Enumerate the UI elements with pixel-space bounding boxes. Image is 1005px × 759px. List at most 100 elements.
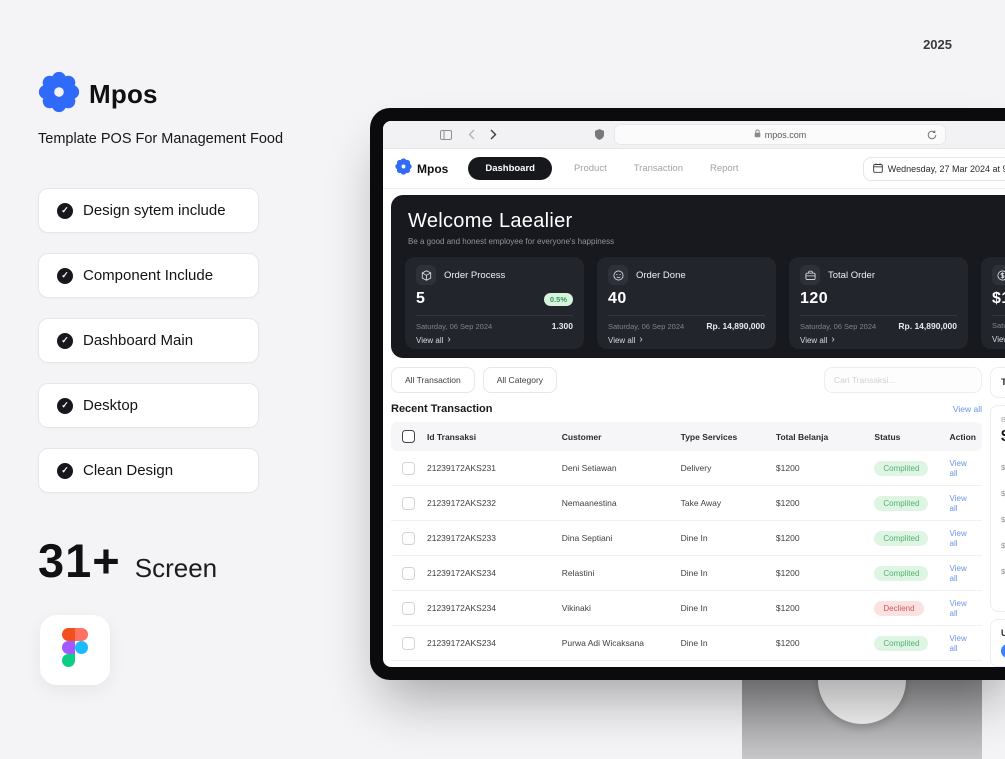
- check-icon: ✓: [57, 267, 73, 284]
- cell-type: Delivery: [674, 451, 770, 486]
- cell-id: 21239172AKS234: [421, 625, 556, 661]
- status-badge: Complited: [874, 495, 929, 511]
- monitor-mockup: mpos.com Mpos Dashboard Product Transact…: [370, 108, 1005, 680]
- row-view-all-link[interactable]: View all: [949, 634, 967, 653]
- stat-date: Saturday, 06 Sep 2024: [608, 321, 685, 331]
- year-label: 2025: [923, 37, 952, 52]
- section-title: Recent Transaction: [391, 403, 493, 415]
- cell-id: 21239172AKS231: [421, 451, 556, 486]
- cell-type: Dine In: [674, 520, 770, 556]
- welcome-title: Welcome Laealier: [408, 210, 573, 232]
- feature-label: Component Include: [83, 267, 214, 284]
- cell-type: Take Away: [674, 485, 770, 521]
- nav-tab-dashboard[interactable]: Dashboard: [468, 157, 552, 180]
- transactions-column: All Transaction All Category Recent Tran…: [391, 367, 982, 667]
- row-checkbox[interactable]: [402, 636, 415, 650]
- stat-view-all-link[interactable]: View all›: [800, 334, 835, 345]
- dashboard-brand-name: Mpos: [417, 161, 449, 176]
- feature-list: ✓ Design sytem include ✓ Component Inclu…: [38, 188, 259, 513]
- col-customer: Customer: [555, 422, 675, 451]
- figma-badge: [40, 615, 110, 685]
- table-row: 21239172AKS233 Dina Septiani Dine In $12…: [391, 520, 982, 556]
- browser-window: mpos.com Mpos Dashboard Product Transact…: [383, 121, 1005, 667]
- side-panel-users-card: Us: [990, 619, 1005, 667]
- cell-total: $1200: [769, 485, 869, 521]
- check-icon: ✓: [57, 332, 73, 349]
- reload-icon[interactable]: [927, 125, 937, 144]
- welcome-banner: Welcome Laealier Be a good and honest em…: [391, 195, 1005, 358]
- table-row: 21239172AKS232 Nemaanestina Take Away $1…: [391, 485, 982, 521]
- row-checkbox[interactable]: [402, 601, 415, 615]
- feature-desktop: ✓ Desktop: [38, 383, 259, 428]
- cell-customer: Dina Septiani: [555, 520, 675, 556]
- nav-tab-transaction[interactable]: Transaction: [633, 163, 683, 174]
- users-title: Us: [1001, 628, 1005, 638]
- balance-value: $: [1001, 428, 1005, 446]
- row-checkbox[interactable]: [402, 461, 415, 475]
- nav-tab-report[interactable]: Report: [710, 163, 739, 174]
- col-total: Total Belanja: [769, 422, 869, 451]
- balance-label: Ba: [1001, 415, 1005, 424]
- screens-label: Screen: [134, 553, 218, 583]
- feature-clean-design: ✓ Clean Design: [38, 448, 259, 493]
- row-view-all-link[interactable]: View all: [949, 564, 967, 583]
- search-input[interactable]: [824, 367, 982, 393]
- main-row: All Transaction All Category Recent Tran…: [391, 367, 1005, 667]
- date-widget[interactable]: Wednesday, 27 Mar 2024 at 9:: [862, 156, 1005, 181]
- side-panel: To Ba $ $2 $1 $1 $1 $1 Us: [990, 367, 1005, 667]
- check-icon: ✓: [57, 462, 73, 479]
- cell-customer: Vikinaki: [555, 590, 675, 626]
- user-avatar: [1001, 644, 1005, 658]
- feature-label: Clean Design: [83, 462, 174, 479]
- cell-id: 21239172AKS234: [421, 590, 556, 626]
- stat-view-all-link[interactable]: View all›: [608, 334, 643, 345]
- back-icon[interactable]: [468, 121, 475, 148]
- col-status: Status: [868, 422, 944, 451]
- row-checkbox[interactable]: [402, 531, 415, 545]
- income-dollar-icon: [992, 265, 1005, 285]
- url-text: mpos.com: [764, 129, 807, 140]
- stat-card-income: $1.2 Saturday, 06 Sep 2024 View all›: [981, 257, 1005, 349]
- row-view-all-link[interactable]: View all: [949, 599, 967, 618]
- select-all-checkbox[interactable]: [402, 430, 415, 443]
- status-badge: Complited: [874, 635, 929, 651]
- view-all-link[interactable]: View all: [952, 404, 982, 414]
- order-process-icon: [416, 265, 436, 285]
- feature-label: Design sytem include: [83, 202, 226, 219]
- growth-badge: 0.5%: [543, 292, 573, 306]
- row-view-all-link[interactable]: View all: [949, 459, 967, 478]
- calendar-icon: [872, 162, 883, 175]
- row-checkbox[interactable]: [402, 566, 415, 580]
- mpos-flower-icon: [38, 71, 80, 118]
- stat-date: Saturday, 06 Sep 2024: [416, 321, 493, 331]
- order-done-icon: [608, 265, 628, 285]
- chevron-right-icon: ›: [447, 334, 451, 345]
- table-row: 21239172AKS234 Vikinaki Dine In $1200 De…: [391, 590, 982, 626]
- check-icon: ✓: [57, 202, 73, 219]
- date-text: Wednesday, 27 Mar 2024 at 9:: [887, 163, 1005, 174]
- row-view-all-link[interactable]: View all: [949, 494, 967, 513]
- stat-value: 120: [800, 290, 829, 307]
- cell-id: 21239172AKS234: [421, 660, 556, 667]
- address-bar[interactable]: mpos.com: [615, 125, 945, 144]
- side-panel-title: To: [990, 367, 1005, 398]
- all-category-filter[interactable]: All Category: [482, 367, 558, 393]
- row-checkbox[interactable]: [402, 496, 415, 510]
- feature-design-system: ✓ Design sytem include: [38, 188, 259, 233]
- feature-dashboard: ✓ Dashboard Main: [38, 318, 259, 363]
- cell-total: $1200: [769, 660, 869, 667]
- sidebar-toggle-icon[interactable]: [440, 121, 452, 148]
- stat-view-all-link[interactable]: View all›: [992, 334, 1005, 344]
- all-transaction-filter[interactable]: All Transaction: [391, 367, 475, 393]
- welcome-subtitle: Be a good and honest employee for everyo…: [408, 237, 615, 246]
- nav-tab-product[interactable]: Product: [573, 163, 607, 174]
- stat-view-all-link[interactable]: View all›: [416, 334, 451, 345]
- mpos-flower-icon: [395, 157, 412, 180]
- dashboard-topbar: Mpos Dashboard Product Transaction Repor…: [383, 149, 1005, 189]
- privacy-shield-icon[interactable]: [595, 121, 604, 148]
- row-view-all-link[interactable]: View all: [949, 529, 967, 548]
- stat-cards: Order Process 5 0.5% Saturday, 06 Sep 20…: [405, 257, 1005, 349]
- side-panel-balance-card: Ba $ $2 $1 $1 $1 $1: [990, 405, 1005, 612]
- forward-icon[interactable]: [490, 121, 497, 148]
- table-row: 21239172AKS234 Relastini Dine In $1200 C…: [391, 555, 982, 591]
